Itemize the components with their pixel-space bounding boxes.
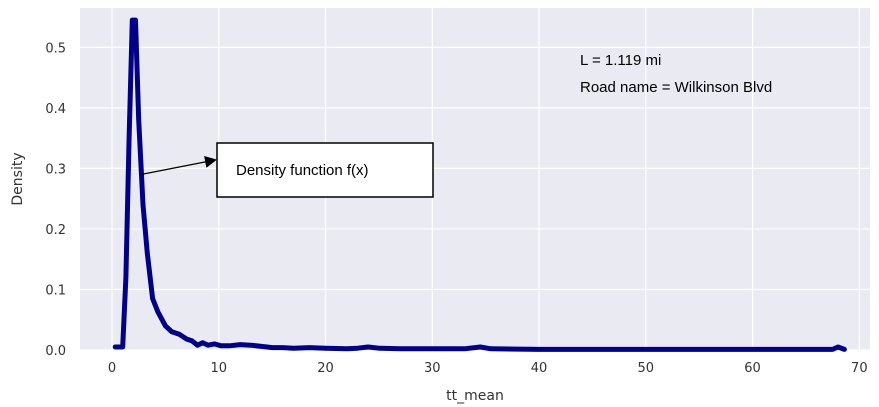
x-tick-label: 20 <box>317 361 334 376</box>
x-tick-label: 0 <box>108 361 116 376</box>
x-tick-label: 30 <box>424 361 441 376</box>
x-tick-label: 60 <box>744 361 761 376</box>
tick-labels: 0 10 20 30 40 50 60 70 0.0 0.1 0.2 0.3 0.4 0.5 <box>45 41 867 376</box>
density-curve <box>112 17 847 352</box>
plot-area <box>80 8 870 350</box>
x-tick-label: 10 <box>211 361 228 376</box>
grid-lines <box>80 8 870 351</box>
callout-box <box>216 142 434 198</box>
info-length-text: L = 1.119 mi <box>580 52 661 69</box>
x-tick-label: 70 <box>851 361 868 376</box>
y-tick-label: 0.1 <box>45 283 66 298</box>
y-axis-label: Density <box>10 152 26 205</box>
y-tick-label: 0.0 <box>45 344 66 359</box>
y-tick-label: 0.2 <box>45 223 66 238</box>
y-tick-label: 0.3 <box>45 162 66 177</box>
y-tick-label: 0.4 <box>45 102 66 117</box>
callout-label: Density function f(x) <box>236 162 369 179</box>
info-road-name-text: Road name = Wilkinson Blvd <box>580 79 772 96</box>
callout-arrow <box>140 156 217 176</box>
x-tick-label: 50 <box>638 361 655 376</box>
x-axis-label: tt_mean <box>446 388 504 404</box>
y-tick-label: 0.5 <box>45 41 66 56</box>
series-layer <box>112 17 847 352</box>
x-tick-label: 40 <box>531 361 548 376</box>
